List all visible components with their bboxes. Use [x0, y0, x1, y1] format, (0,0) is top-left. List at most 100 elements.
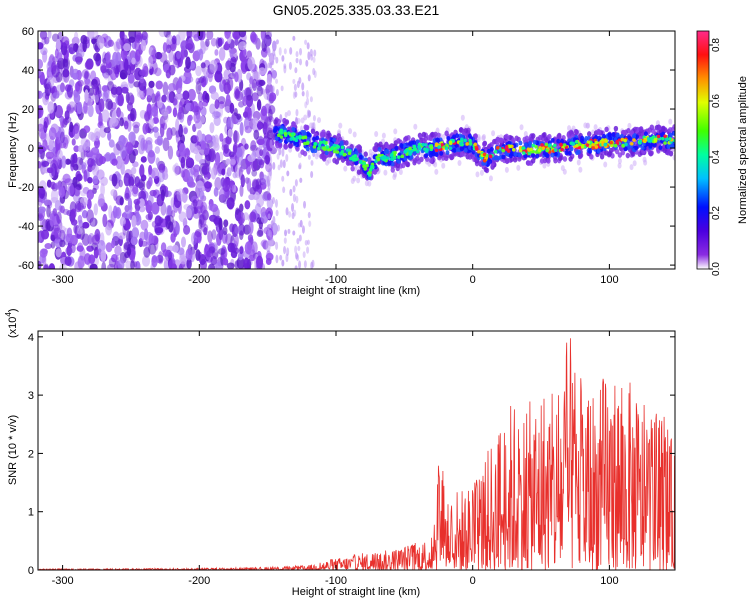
band-cell	[546, 158, 551, 164]
noise-cell	[167, 82, 177, 92]
band-cell	[482, 141, 487, 147]
noise-cell	[69, 121, 74, 133]
ridge-cell	[534, 150, 539, 154]
noise-cell	[209, 203, 219, 213]
noise-cell	[77, 79, 84, 87]
noise-cell	[130, 167, 137, 175]
band-core-cell	[402, 143, 407, 148]
noise-cell	[72, 176, 78, 189]
noise-cell	[249, 77, 254, 85]
noise-cell	[283, 65, 287, 74]
noise-cell	[172, 60, 179, 68]
noise-cell	[112, 51, 119, 66]
band-cell	[378, 141, 383, 148]
band-cell	[459, 151, 465, 158]
noise-cell	[68, 43, 77, 55]
halo-cell	[560, 165, 565, 172]
band-cell	[421, 131, 427, 138]
snr-background	[38, 331, 675, 570]
ridge-cell	[429, 145, 434, 150]
band-core-cell	[428, 153, 433, 158]
noise-cell	[245, 86, 253, 101]
noise-cell	[151, 201, 160, 215]
noise-cell	[110, 84, 118, 98]
noise-cell	[152, 117, 160, 125]
noise-cell	[163, 255, 169, 269]
halo-cell	[523, 131, 528, 138]
ridge-cell	[423, 143, 428, 147]
band-cell	[421, 137, 426, 144]
noise-cell	[206, 69, 215, 79]
noise-cell	[226, 197, 235, 210]
noise-cell	[91, 234, 100, 245]
noise-cell	[285, 154, 289, 162]
band-core-cell	[607, 132, 612, 138]
noise-cell	[225, 233, 233, 246]
noise-cell	[299, 58, 303, 66]
halo-cell	[393, 128, 398, 135]
noise-cell	[276, 224, 280, 232]
noise-cell	[187, 88, 196, 101]
noise-cell	[73, 145, 80, 153]
band-core-cell	[658, 145, 663, 151]
band-core-cell	[315, 135, 320, 141]
noise-cell	[292, 78, 296, 85]
band-core-cell	[518, 140, 523, 146]
band-cell	[450, 154, 455, 160]
noise-cell	[138, 190, 147, 201]
noise-cell	[44, 242, 52, 250]
noise-cell	[92, 83, 98, 96]
noise-cell	[307, 211, 311, 219]
noise-cell	[155, 94, 161, 102]
noise-cell	[141, 31, 148, 41]
band-core-cell	[286, 137, 291, 143]
noise-cell	[282, 159, 286, 169]
noise-cell	[298, 234, 302, 242]
noise-cell	[126, 246, 132, 256]
noise-cell	[236, 113, 242, 120]
ridge-cell	[493, 149, 498, 154]
ridge-cell	[355, 157, 359, 161]
noise-cell	[267, 187, 271, 194]
noise-cell	[51, 61, 57, 72]
noise-cell	[267, 62, 271, 69]
noise-cell	[170, 127, 177, 136]
band-cell	[273, 119, 278, 125]
noise-cell	[61, 155, 67, 169]
noise-cell	[48, 140, 54, 151]
noise-cell	[246, 177, 252, 192]
noise-cell	[275, 209, 279, 217]
noise-cell	[100, 65, 107, 74]
noise-cell	[304, 101, 308, 109]
noise-cell	[210, 91, 219, 101]
band-core-cell	[507, 140, 512, 146]
noise-cell	[286, 170, 290, 177]
noise-cell	[199, 214, 205, 225]
noise-cell	[203, 227, 208, 236]
ridge-cell	[560, 147, 564, 152]
noise-cell	[84, 70, 89, 80]
ridge-cell	[312, 145, 317, 149]
ridge-cell	[277, 133, 281, 137]
noise-cell	[303, 260, 307, 269]
noise-cell	[128, 31, 137, 40]
halo-cell	[309, 122, 314, 129]
band-cell	[514, 135, 519, 142]
halo-cell	[504, 166, 509, 173]
noise-cell	[154, 146, 161, 154]
band-core-cell	[274, 125, 279, 131]
halo-cell	[617, 162, 622, 169]
noise-cell	[141, 255, 151, 267]
ridge-cell	[501, 148, 506, 153]
noise-cell	[194, 152, 203, 163]
ridge-cell	[609, 140, 614, 145]
noise-cell	[283, 63, 287, 69]
noise-cell	[42, 139, 48, 152]
noise-cell	[277, 164, 281, 171]
ridge-cell	[445, 143, 449, 148]
noise-cell	[123, 172, 131, 187]
ridge-cell	[656, 134, 661, 139]
ridge-cell	[541, 146, 546, 151]
